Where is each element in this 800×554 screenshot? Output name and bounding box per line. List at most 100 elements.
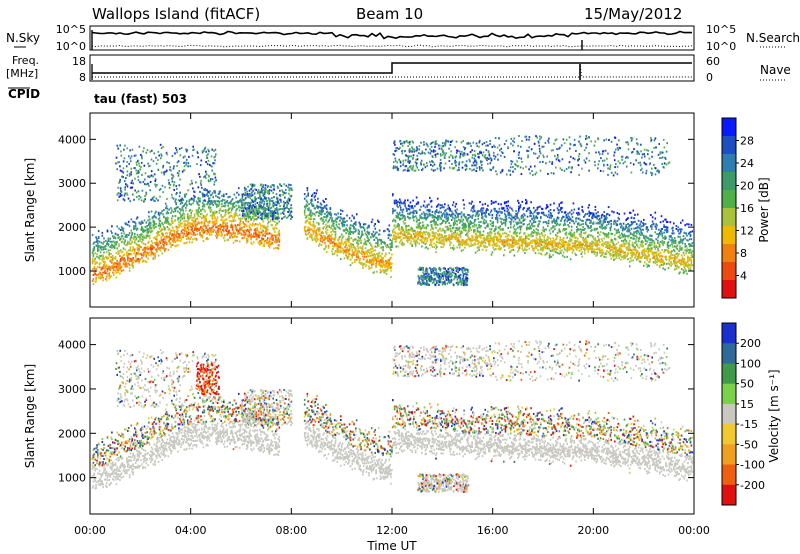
power-echo <box>364 240 367 243</box>
power-echo <box>143 229 146 232</box>
power-echo <box>412 207 414 210</box>
power-echo <box>309 221 311 224</box>
power-echo <box>479 230 481 233</box>
power-echo <box>355 241 358 244</box>
power-echo <box>438 242 441 245</box>
power-echo <box>169 238 171 241</box>
power-echo <box>118 261 120 264</box>
power-echo <box>204 225 207 227</box>
power-echo <box>467 224 470 227</box>
power-echo <box>313 196 316 199</box>
power-echo <box>539 233 541 236</box>
power-echo <box>503 239 506 242</box>
power-echo <box>533 247 536 250</box>
power-echo <box>535 242 538 245</box>
power-echo <box>127 263 129 266</box>
power-echo <box>214 212 216 215</box>
power-echo <box>256 233 259 236</box>
power-echo <box>480 243 482 246</box>
power-echo <box>106 268 109 270</box>
power-echo <box>399 217 401 220</box>
power-echo <box>151 247 154 250</box>
power-echo <box>440 241 442 244</box>
power-echo <box>148 230 150 233</box>
power-echo <box>103 237 105 240</box>
power-echo <box>325 231 328 234</box>
power-echo <box>549 208 552 211</box>
power-echo <box>562 242 564 245</box>
power-echo <box>447 204 450 207</box>
power-echo <box>325 198 327 200</box>
power-echo <box>425 227 428 230</box>
power-echo <box>467 217 470 219</box>
power-echo <box>215 212 217 214</box>
power-echo <box>515 228 517 231</box>
power-echo <box>446 237 449 240</box>
power-echo <box>380 240 383 243</box>
power-echo <box>451 214 453 217</box>
power-echo <box>390 266 392 269</box>
power-echo <box>500 228 502 231</box>
power-echo <box>417 202 420 205</box>
power-echo <box>577 244 579 247</box>
power-echo <box>512 236 515 238</box>
power-echo <box>375 242 377 245</box>
power-echo <box>452 235 455 238</box>
power-echo <box>404 222 406 225</box>
power-echo <box>96 262 98 264</box>
power-echo <box>314 230 317 233</box>
power-echo <box>513 228 516 231</box>
power-echo <box>393 238 396 240</box>
power-echo <box>218 212 221 215</box>
power-echo <box>366 253 369 256</box>
power-echo <box>165 221 168 224</box>
power-echo <box>337 248 339 251</box>
power-echo <box>164 250 166 253</box>
power-echo <box>534 216 537 219</box>
power-echo <box>363 242 366 245</box>
power-echo <box>306 219 309 222</box>
power-echo <box>183 242 185 245</box>
power-echo <box>179 232 181 235</box>
power-echo <box>541 249 544 252</box>
power-echo <box>471 217 473 219</box>
power-echo <box>532 219 535 222</box>
power-echo <box>199 200 201 203</box>
power-echo <box>263 215 266 217</box>
power-echo <box>194 217 197 220</box>
power-echo <box>584 237 587 240</box>
power-echo <box>593 243 596 245</box>
power-echo <box>539 220 541 223</box>
power-echo <box>119 249 122 251</box>
power-echo <box>129 253 132 255</box>
power-echo <box>585 239 588 242</box>
power-echo <box>220 209 222 212</box>
power-echo <box>465 225 467 228</box>
power-echo <box>134 250 136 253</box>
power-echo <box>351 255 354 258</box>
power-echo <box>426 239 428 242</box>
power-echo <box>572 249 575 252</box>
power-echo <box>386 244 389 246</box>
power-echo <box>180 215 183 218</box>
power-echo <box>562 229 564 232</box>
power-echo <box>174 215 177 218</box>
power-echo <box>127 242 129 245</box>
power-echo <box>382 257 384 260</box>
power-echo <box>530 201 532 204</box>
power-echo <box>102 265 104 268</box>
power-echo <box>518 209 520 212</box>
power-echo <box>449 227 451 230</box>
power-echo <box>105 248 107 251</box>
power-echo <box>427 213 429 216</box>
power-echo <box>139 258 141 261</box>
power-echo <box>508 244 510 247</box>
power-echo <box>367 255 369 258</box>
power-echo <box>474 243 477 246</box>
power-echo <box>562 254 564 257</box>
power-echo <box>421 224 424 227</box>
power-echo <box>184 222 186 225</box>
power-echo <box>136 244 139 247</box>
power-echo <box>235 209 237 212</box>
power-echo <box>580 223 583 226</box>
